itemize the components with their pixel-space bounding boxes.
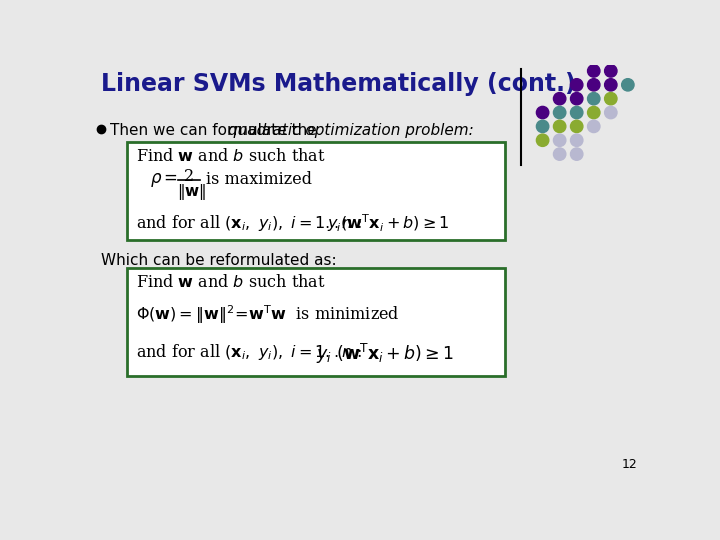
Text: 2: 2 [184,168,194,185]
Circle shape [588,120,600,132]
Circle shape [605,92,617,105]
Circle shape [570,120,583,132]
Circle shape [536,106,549,119]
Text: Then we can formulate the: Then we can formulate the [110,123,322,138]
Text: and for all $(\mathbf{x}_i,\ y_i),\ i{=}1..n$ :: and for all $(\mathbf{x}_i,\ y_i),\ i{=}… [137,342,363,362]
Circle shape [536,120,549,132]
Circle shape [570,148,583,160]
Text: $y_i\ (\mathbf{w}^\mathrm{T}\mathbf{x}_i + b) \geq 1$: $y_i\ (\mathbf{w}^\mathrm{T}\mathbf{x}_i… [316,342,454,366]
Circle shape [570,79,583,91]
Text: $y_i(\mathbf{w}^\mathrm{T}\mathbf{x}_i + b) \geq 1$: $y_i(\mathbf{w}^\mathrm{T}\mathbf{x}_i +… [327,213,449,234]
Circle shape [554,92,566,105]
Text: $\Phi(\mathbf{w}) = \|\mathbf{w}\|^2\!=\!\mathbf{w}^\mathrm{T}\mathbf{w}$  is mi: $\Phi(\mathbf{w}) = \|\mathbf{w}\|^2\!=\… [137,303,400,326]
Text: Linear SVMs Mathematically (cont.): Linear SVMs Mathematically (cont.) [101,72,575,97]
Circle shape [588,92,600,105]
FancyBboxPatch shape [127,268,505,376]
Circle shape [554,106,566,119]
Circle shape [588,65,600,77]
Text: $\rho =$: $\rho =$ [150,171,179,189]
Text: 12: 12 [621,458,637,471]
Text: Find $\mathbf{w}$ and $b$ such that: Find $\mathbf{w}$ and $b$ such that [137,148,326,165]
Text: $\|\mathbf{w}\|$: $\|\mathbf{w}\|$ [177,182,206,202]
Circle shape [621,79,634,91]
Circle shape [605,65,617,77]
Text: is maximized: is maximized [206,171,312,188]
Circle shape [570,106,583,119]
Text: and for all $(\mathbf{x}_i,\ y_i),\ i{=}1..n$ :: and for all $(\mathbf{x}_i,\ y_i),\ i{=}… [137,213,363,233]
Circle shape [588,79,600,91]
Circle shape [605,106,617,119]
Text: Which can be reformulated as:: Which can be reformulated as: [101,253,336,268]
Circle shape [570,134,583,146]
Text: quadratic optimization problem:: quadratic optimization problem: [228,123,474,138]
Circle shape [536,134,549,146]
Text: Find $\mathbf{w}$ and $b$ such that: Find $\mathbf{w}$ and $b$ such that [137,274,326,291]
Circle shape [570,92,583,105]
Circle shape [605,79,617,91]
Circle shape [554,120,566,132]
FancyBboxPatch shape [127,142,505,240]
Circle shape [554,148,566,160]
Circle shape [554,134,566,146]
Circle shape [588,106,600,119]
